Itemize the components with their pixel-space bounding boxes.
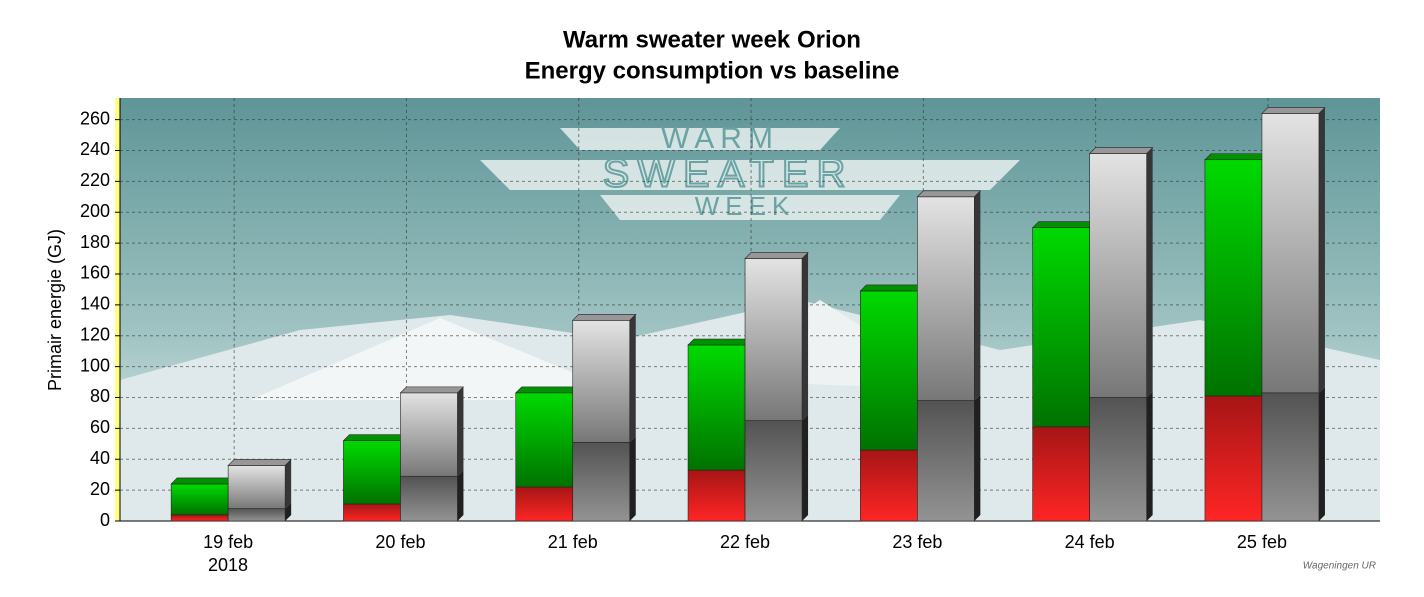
y-tick-label: 60: [90, 417, 110, 437]
bar-top: [572, 314, 637, 321]
bg-text: SWEATER: [603, 152, 854, 196]
bar-top: [916, 190, 982, 198]
y-tick-label: 220: [80, 170, 110, 190]
bar-segment: [227, 465, 286, 509]
x-tick-label: 25 feb: [1237, 532, 1287, 552]
bar-top: [1031, 221, 1097, 228]
bar-side: [1146, 391, 1153, 521]
bar-segment: [572, 320, 631, 443]
bg-text: WEEK: [695, 191, 796, 221]
y-tick-label: 240: [80, 139, 110, 159]
bar-side: [1146, 147, 1153, 398]
bar-top: [342, 434, 408, 442]
bar-segment: [515, 392, 574, 488]
x-tick-label: 23 feb: [892, 532, 942, 552]
bar-side: [285, 459, 292, 509]
bar-top: [1204, 153, 1269, 161]
bar-segment: [917, 196, 975, 401]
bar-segment: [343, 440, 401, 505]
y-tick-label: 140: [80, 294, 110, 314]
bar-top: [687, 338, 752, 346]
ribbon: [560, 128, 840, 150]
bar-segment: [744, 420, 803, 522]
bar-top: [859, 284, 925, 292]
bar-segment: [227, 508, 286, 522]
bar-segment: [860, 449, 918, 522]
bar-segment: [170, 514, 229, 522]
bar-segment: [687, 469, 746, 522]
ribbon: [480, 160, 1020, 190]
bar-segment: [860, 290, 918, 451]
y-tick-label: 180: [80, 232, 110, 252]
axis-strip: [115, 98, 120, 521]
chart-title: Warm sweater week Orion: [563, 26, 861, 53]
y-axis-label: Primair energie (GJ): [45, 229, 65, 391]
y-tick-label: 100: [80, 355, 110, 375]
bar-side: [1318, 386, 1325, 521]
bar-side: [802, 414, 809, 521]
marks: [120, 98, 1380, 522]
bar-top: [515, 386, 580, 394]
y-tick-label: 0: [100, 510, 110, 530]
x-tick-label: 22 feb: [720, 532, 770, 552]
y-tick-label: 120: [80, 324, 110, 344]
bar-top: [170, 477, 235, 485]
bg-text: WARM: [661, 122, 779, 155]
x-tick-label: 19 feb: [203, 532, 253, 552]
y-tick-label: 20: [90, 479, 110, 499]
y-tick-label: 200: [80, 201, 110, 221]
bar-segment: [572, 441, 631, 522]
bar-segment: [343, 503, 401, 522]
bar-segment: [1204, 395, 1263, 522]
bar-top: [1088, 147, 1154, 154]
mountain: [250, 318, 640, 400]
bar-top: [1261, 107, 1326, 114]
bar-side: [457, 470, 464, 521]
bar-segment: [1261, 392, 1320, 522]
chart-subtitle: Energy consumption vs baseline: [525, 57, 900, 84]
y-tick-label: 160: [80, 263, 110, 283]
bar-side: [1318, 107, 1325, 393]
ribbon: [600, 195, 900, 220]
bar-side: [974, 394, 981, 521]
y-tick-label: 80: [90, 386, 110, 406]
bar-segment: [1204, 159, 1263, 397]
bar-segment: [1089, 153, 1147, 398]
bar-segment: [170, 483, 229, 516]
x-sublabel: 2018: [208, 555, 248, 575]
bar-side: [457, 386, 464, 477]
bar-segment: [1261, 113, 1320, 394]
bar-segment: [1089, 397, 1147, 522]
bar-side: [629, 314, 636, 443]
bar-side: [285, 502, 292, 521]
bar-top: [399, 386, 465, 394]
bar-segment: [744, 258, 803, 421]
bar-top: [227, 459, 292, 466]
bar-segment: [400, 392, 458, 477]
bar-segment: [917, 400, 975, 522]
bar-side: [802, 252, 809, 421]
bar-segment: [515, 486, 574, 522]
y-tick-label: 260: [80, 108, 110, 128]
x-tick-label: 21 feb: [548, 532, 598, 552]
x-tick-label: 20 feb: [375, 532, 425, 552]
bar-segment: [1032, 426, 1090, 522]
bar-segment: [687, 344, 746, 471]
credit: Wageningen UR: [1303, 561, 1376, 572]
y-tick-label: 40: [90, 448, 110, 468]
bar-top: [744, 252, 809, 259]
bar-segment: [1032, 227, 1090, 428]
bar-side: [629, 436, 636, 521]
x-tick-label: 24 feb: [1065, 532, 1115, 552]
bar-side: [974, 190, 981, 401]
bar-segment: [400, 475, 458, 522]
